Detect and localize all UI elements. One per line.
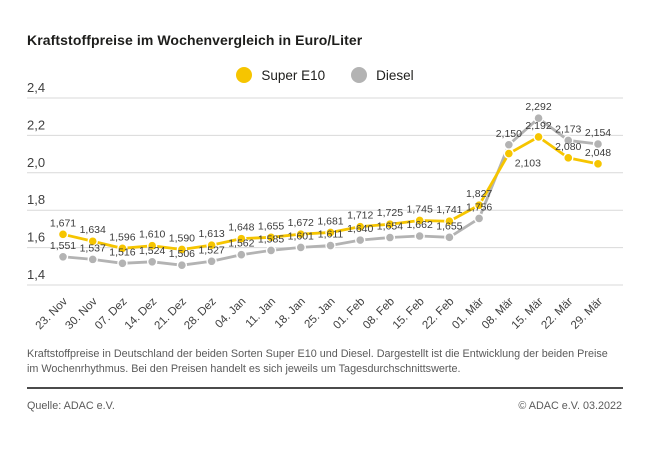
svg-text:1,8: 1,8: [27, 192, 45, 207]
svg-text:1,827: 1,827: [466, 188, 492, 200]
svg-text:1,590: 1,590: [169, 232, 195, 244]
svg-text:1,654: 1,654: [377, 221, 403, 233]
svg-text:1,611: 1,611: [318, 229, 344, 241]
svg-text:1,741: 1,741: [436, 204, 462, 216]
svg-text:1,551: 1,551: [50, 240, 76, 252]
svg-text:1,672: 1,672: [288, 217, 314, 229]
svg-text:2,0: 2,0: [27, 155, 45, 170]
svg-text:1,655: 1,655: [258, 220, 284, 232]
svg-text:2,154: 2,154: [585, 127, 611, 139]
svg-text:2,292: 2,292: [525, 101, 551, 113]
svg-text:30. Nov: 30. Nov: [63, 295, 100, 332]
svg-text:08. Mär: 08. Mär: [480, 296, 516, 332]
svg-text:1,634: 1,634: [80, 224, 106, 236]
footer-divider: [27, 387, 623, 389]
svg-text:28. Dez: 28. Dez: [182, 295, 219, 332]
legend-label-super-e10: Super E10: [261, 67, 326, 83]
svg-text:07. Dez: 07. Dez: [93, 295, 130, 332]
svg-text:1,648: 1,648: [228, 222, 254, 234]
svg-text:1,662: 1,662: [407, 219, 433, 231]
svg-text:01. Feb: 01. Feb: [331, 296, 367, 332]
svg-text:01. Mär: 01. Mär: [450, 296, 486, 332]
svg-text:1,596: 1,596: [109, 231, 135, 243]
super-e10-swatch-icon: [236, 67, 253, 83]
svg-text:1,527: 1,527: [198, 244, 224, 256]
svg-text:23. Nov: 23. Nov: [34, 295, 71, 332]
svg-text:04. Jan: 04. Jan: [213, 296, 248, 331]
svg-text:15. Feb: 15. Feb: [391, 296, 427, 332]
svg-text:1,562: 1,562: [228, 238, 254, 250]
svg-text:1,537: 1,537: [80, 242, 106, 254]
svg-text:1,681: 1,681: [317, 215, 343, 227]
svg-text:11. Jan: 11. Jan: [244, 296, 279, 331]
svg-text:1,712: 1,712: [347, 210, 373, 222]
chart-footnote: Kraftstoffpreise in Deutschland der beid…: [27, 348, 608, 376]
svg-text:14. Dez: 14. Dez: [123, 295, 160, 332]
svg-text:1,725: 1,725: [377, 207, 403, 219]
svg-text:1,756: 1,756: [466, 201, 492, 213]
svg-text:1,745: 1,745: [407, 203, 433, 215]
svg-text:2,4: 2,4: [27, 80, 45, 95]
svg-text:21. Dez: 21. Dez: [152, 295, 189, 332]
svg-text:15. Mär: 15. Mär: [510, 296, 546, 332]
svg-text:1,655: 1,655: [436, 220, 462, 232]
svg-text:1,6: 1,6: [27, 230, 45, 245]
svg-text:1,516: 1,516: [109, 246, 135, 258]
svg-text:22. Feb: 22. Feb: [420, 296, 456, 332]
svg-text:2,192: 2,192: [525, 120, 551, 132]
series-super-e10: [57, 131, 604, 255]
legend-label-diesel: Diesel: [376, 67, 414, 83]
svg-text:2,080: 2,080: [555, 141, 581, 153]
copyright-notice: © ADAC e.V. 03.2022: [518, 400, 622, 412]
svg-text:08. Feb: 08. Feb: [361, 296, 397, 332]
svg-text:18. Jan: 18. Jan: [273, 296, 308, 331]
svg-text:2,173: 2,173: [555, 123, 581, 135]
chart-title: Kraftstoffpreise im Wochenvergleich in E…: [27, 32, 363, 48]
svg-text:1,506: 1,506: [169, 248, 195, 260]
svg-text:29. Mär: 29. Mär: [569, 296, 605, 332]
svg-text:2,150: 2,150: [496, 128, 522, 140]
svg-text:1,4: 1,4: [27, 267, 45, 282]
svg-text:22. Mär: 22. Mär: [539, 296, 575, 332]
legend-item-super-e10: Super E10: [236, 67, 325, 83]
svg-text:1,524: 1,524: [139, 245, 165, 257]
legend-item-diesel: Diesel: [351, 67, 414, 83]
svg-text:1,610: 1,610: [139, 229, 165, 241]
source-credit: Quelle: ADAC e.V.: [27, 400, 115, 412]
svg-text:1,585: 1,585: [258, 233, 284, 245]
legend: Super E10 Diesel: [0, 67, 650, 83]
svg-text:1,601: 1,601: [288, 230, 314, 242]
svg-text:1,640: 1,640: [347, 223, 373, 235]
svg-text:2,103: 2,103: [515, 158, 541, 170]
svg-text:2,048: 2,048: [585, 147, 611, 159]
svg-text:1,671: 1,671: [50, 217, 76, 229]
diesel-swatch-icon: [351, 67, 368, 83]
svg-text:1,613: 1,613: [198, 228, 224, 240]
svg-text:2,2: 2,2: [27, 117, 45, 132]
